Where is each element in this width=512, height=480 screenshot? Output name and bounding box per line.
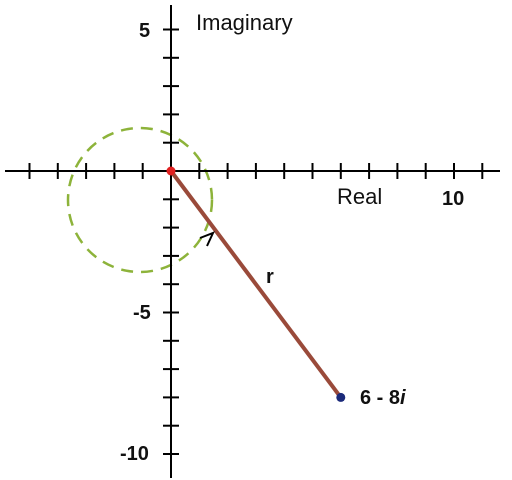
complex-point [336, 392, 346, 402]
point-label-main: 6 - 8 [360, 387, 400, 409]
point-label: 6 - 8i [360, 387, 406, 409]
y-tick-minus-10: -10 [120, 443, 149, 465]
real-axis-label: Real [337, 184, 382, 209]
point-label-i: i [400, 387, 406, 409]
imaginary-axis-ticks [163, 28, 179, 455]
y-tick-5: 5 [139, 20, 150, 42]
origin-point [166, 166, 176, 176]
rotation-arrow [199, 231, 215, 247]
x-tick-10: 10 [442, 188, 464, 210]
real-axis-ticks [28, 163, 484, 179]
y-tick-minus-5: -5 [133, 302, 151, 324]
radius-label: r [266, 266, 274, 288]
radius-vector [169, 169, 343, 399]
imaginary-axis-label: Imaginary [196, 10, 293, 35]
rotation-circle [66, 126, 214, 274]
